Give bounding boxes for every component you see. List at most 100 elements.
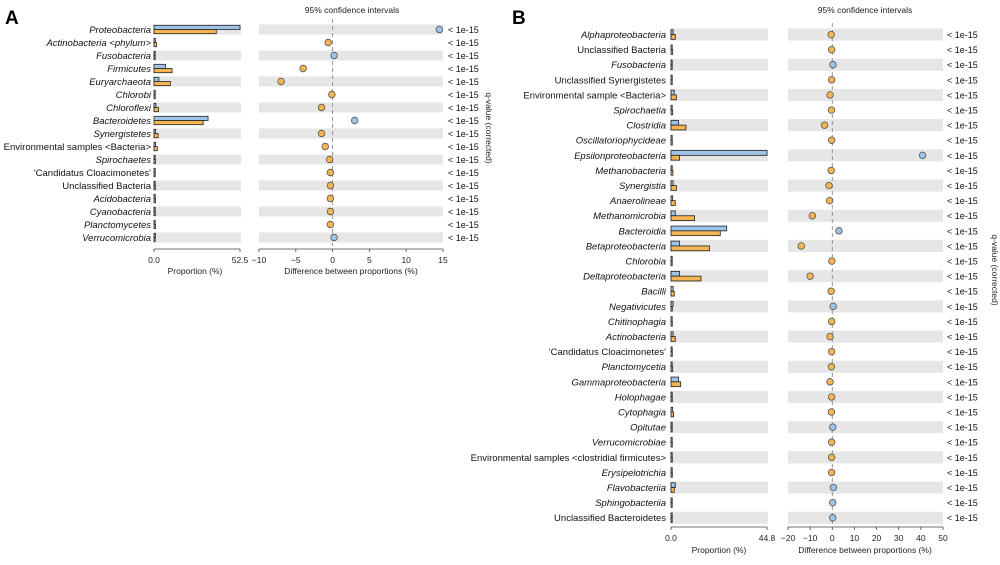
panel-b-category-label: Synergistia [619, 181, 666, 192]
panel-a-bar-group2 [153, 133, 159, 139]
panel-a-category-label: Spirochaetes [96, 155, 152, 166]
panel-a-bar-group2 [153, 29, 217, 35]
panel-b-bar-group1 [670, 331, 674, 337]
panel-b-bar-group2 [670, 260, 673, 267]
panel-b-bar-group1 [670, 421, 673, 428]
panel-b-band-difference [788, 119, 943, 132]
panel-b-diff-point [829, 514, 837, 522]
panel-b-diff-point [829, 483, 838, 492]
panel-b-bar-group1 [670, 135, 673, 141]
panel-a-bar-group1 [153, 76, 160, 82]
panel-b-category-label: Alphaproteobacteria [580, 30, 666, 41]
panel-a: 95% confidence intervals Proportion (%) … [4, 5, 494, 276]
panel-b-band-proportion [670, 511, 768, 524]
panel-b-category-label: 'Candidatus Cloacimonetes' [549, 347, 666, 358]
panel-b-category-label: Actinobacteria [605, 332, 666, 343]
panel-a-diff-point [435, 25, 444, 34]
panel-b-q-value: < 1e-15 [947, 332, 978, 342]
panel-b-category-label: Clostridia [626, 121, 666, 132]
panel-a-diff-point [326, 207, 335, 216]
panel-b-difference-tick-label: 50 [938, 533, 948, 543]
panel-b-band-proportion [670, 390, 768, 403]
panel-a-bar-group1 [153, 167, 156, 173]
panel-b-bar-group2 [670, 94, 677, 101]
panel-a-bar-group1 [153, 37, 156, 43]
panel-b-category-label: Gammaproteobacteria [571, 377, 666, 388]
panel-b-band-proportion [670, 28, 768, 41]
panel-b-diff-point [826, 91, 834, 99]
panel-a-q-value: < 1e-15 [448, 64, 479, 74]
panel-a-bar-group1 [153, 141, 157, 147]
panel-b-bar-group2 [670, 381, 682, 388]
panel-a-band-proportion [153, 206, 241, 217]
panel-b-bar-group2 [670, 79, 673, 86]
panel-b-bar-group1 [670, 195, 674, 202]
panel-a-q-value: < 1e-15 [448, 220, 479, 230]
panel-b-q-value: < 1e-15 [947, 226, 978, 236]
panel-b-band-proportion [670, 360, 768, 373]
panel-b-category-label: Negativicutes [609, 302, 666, 313]
panel-b-category-label: Betaproteobacteria [586, 241, 666, 252]
panel-b-category-label: Planctomycetia [602, 362, 666, 373]
panel-b-difference-tick-label: 0 [830, 533, 835, 543]
panel-b-diff-point [826, 378, 834, 386]
panel-b-category-label: Methanomicrobia [593, 211, 666, 222]
panel-b-q-value: < 1e-15 [947, 423, 978, 433]
panel-a-bar-group1 [153, 128, 157, 134]
panel-a-diff-point [324, 38, 332, 47]
panel-a-band-difference [259, 128, 443, 139]
panel-b-diff-point [827, 136, 836, 144]
panel-b-bar-group2 [670, 200, 676, 206]
panel-b-bar-group1 [670, 497, 673, 504]
panel-a-category-label: Chlorobi [116, 90, 152, 101]
panel-b-diff-point [827, 408, 836, 416]
panel-a-bar-group2 [153, 42, 157, 48]
panel-a-bar-group2 [153, 198, 156, 204]
panel-b-bar-group1 [670, 376, 679, 383]
panel-a-category-label: Verrucomicrobia [82, 233, 151, 244]
panel-b-band-proportion [670, 88, 768, 101]
panel-b-bar-group1 [670, 165, 673, 171]
panel-a-category-label: Fusobacteria [96, 51, 151, 62]
panel-b-band-difference [788, 360, 943, 373]
panel-b-bar-group1 [670, 437, 673, 443]
panel-b-q-value: < 1e-15 [947, 151, 978, 161]
panel-b-band-proportion [670, 451, 768, 464]
panel-a-bar-group1 [153, 24, 241, 30]
panel-a-q-value: < 1e-15 [448, 155, 479, 165]
panel-b-bar-group1 [670, 89, 675, 96]
panel-b-bar-group2 [670, 49, 674, 55]
panel-a-q-value: < 1e-15 [448, 25, 479, 35]
panel-b-bar-group2 [670, 411, 674, 418]
panel-a-q-value: < 1e-15 [448, 181, 479, 191]
panel-b-qvalue-label: q-value (corrected) [990, 234, 1000, 306]
panel-b-bar-group2 [670, 290, 675, 297]
panel-b-category-label: Cytophagia [618, 407, 666, 418]
panel-a-diff-point [321, 142, 329, 151]
panel-b-category-label: Bacteroidia [618, 226, 666, 237]
panel-b-diff-point [806, 272, 814, 280]
panel-a-bar-group2 [153, 55, 156, 61]
panel-a-category-label: Euryarchaeota [89, 77, 151, 88]
panel-b-bar-group2 [670, 154, 680, 161]
panel-a-diff-point [299, 64, 307, 73]
panel-b-difference-tick-label: −10 [803, 533, 818, 543]
panel-a-bar-group1 [153, 63, 166, 69]
panel-b-bar-group2 [670, 230, 721, 237]
panel-b-category-label: Flavobacteriia [607, 483, 666, 494]
panel-letter-a: A [5, 8, 19, 29]
panel-a-bar-group1 [153, 50, 156, 56]
panel-a-category-label: Actinobacteria <phylum> [45, 38, 151, 49]
panel-b-q-value: < 1e-15 [947, 181, 978, 191]
panel-b-q-value: < 1e-15 [947, 407, 978, 417]
panel-b-bar-group2 [670, 170, 674, 176]
panel-b-q-value: < 1e-15 [947, 211, 978, 221]
panel-b-bar-group1 [670, 346, 673, 353]
panel-b-diff-point [827, 166, 835, 175]
panel-b-bar-group2 [670, 426, 673, 433]
panel-b-q-value: < 1e-15 [947, 105, 978, 115]
panel-b-bar-group1 [670, 270, 680, 277]
panel-b-diff-point [829, 423, 837, 431]
panel-b-band-difference [788, 149, 943, 162]
panel-a-q-value: < 1e-15 [448, 129, 479, 139]
